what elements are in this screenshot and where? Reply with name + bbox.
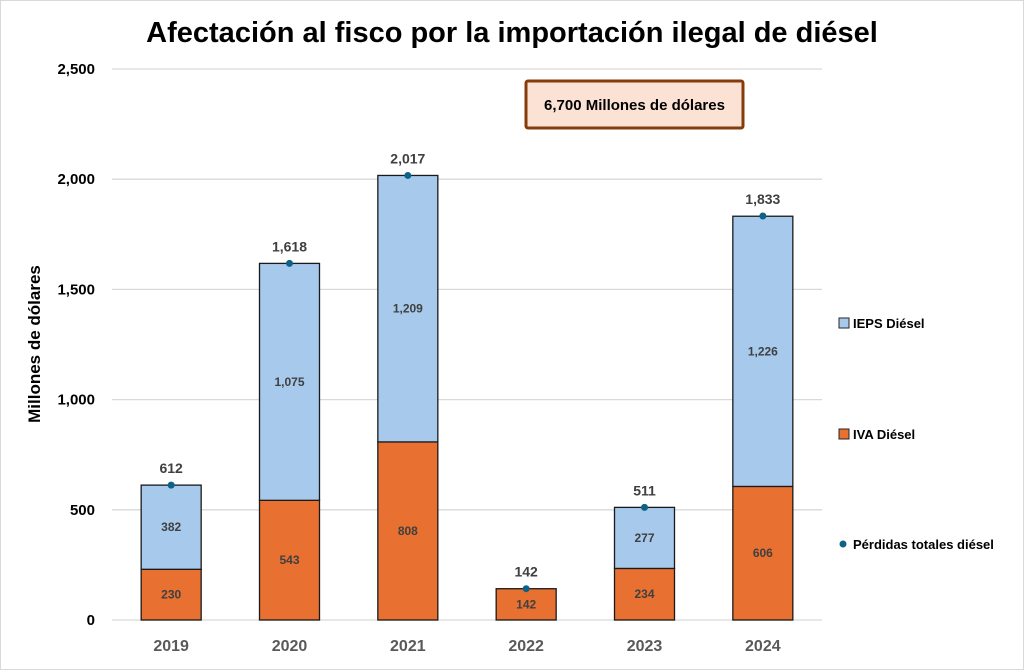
- annotation-text: 6,700 Millones de dólares: [544, 97, 725, 114]
- bar-ieps: [732, 215, 794, 488]
- total-label: 1,833: [745, 191, 780, 207]
- total-label: 1,618: [272, 238, 307, 254]
- legend-label-ieps: IEPS Diésel: [853, 316, 925, 331]
- legend-item-total[interactable]: Pérdidas totales diésel: [839, 537, 994, 552]
- y-tick-label: 500: [70, 502, 95, 519]
- legend: IEPS Diésel IVA Diésel Pérdidas totales …: [838, 316, 994, 552]
- x-tick-label: 2019: [153, 638, 189, 655]
- total-point: [759, 212, 767, 220]
- total-point: [522, 585, 530, 593]
- bar-iva: [140, 568, 202, 621]
- total-point: [404, 171, 412, 179]
- bar-label-iva: 230: [161, 588, 181, 602]
- legend-label-iva: IVA Diésel: [853, 427, 915, 442]
- legend-swatch-iva: [838, 428, 850, 440]
- legend-swatch-ieps: [838, 317, 850, 329]
- total-points: 612 1,618 2,017 142 511 1,833: [159, 150, 781, 593]
- x-tick-label: 2021: [390, 638, 426, 655]
- bar-ieps: [140, 484, 202, 570]
- legend-marker-total: [839, 540, 847, 548]
- x-axis-ticks: 2019 2020 2021 2022 2023 2024: [153, 638, 780, 655]
- y-tick-label: 1,000: [57, 392, 95, 409]
- total-label: 511: [633, 482, 656, 498]
- bars: 230 382 543 1,075 808 1,209 142 234 277 606 1,226: [140, 174, 794, 621]
- legend-label-total: Pérdidas totales diésel: [853, 537, 994, 552]
- bar-label-ieps: 1,075: [274, 375, 304, 389]
- bar-label-iva: 606: [753, 546, 773, 560]
- total-point: [167, 481, 175, 489]
- bar-label-iva: 808: [398, 524, 418, 538]
- legend-item-ieps[interactable]: IEPS Diésel: [838, 316, 925, 331]
- x-tick-label: 2023: [627, 638, 663, 655]
- bar-ieps: [258, 262, 321, 501]
- chart-title: Afectación al fisco por la importación i…: [146, 17, 878, 49]
- bar-label-ieps: 382: [161, 520, 181, 534]
- gridlines: [112, 68, 822, 621]
- bar-iva: [732, 485, 794, 621]
- y-tick-label: 0: [87, 612, 95, 629]
- total-label: 612: [159, 460, 183, 476]
- y-tick-label: 2,000: [57, 171, 95, 188]
- bar-label-iva: 543: [279, 553, 299, 567]
- y-axis-label: Millones de dólares: [25, 265, 44, 423]
- x-tick-label: 2024: [745, 638, 781, 655]
- bar-label-iva: 234: [634, 587, 654, 601]
- bar-iva: [377, 441, 439, 621]
- annotation-box: 6,700 Millones de dólares: [524, 79, 745, 130]
- bar-ieps: [377, 174, 439, 443]
- legend-item-iva[interactable]: IVA Diésel: [838, 427, 915, 442]
- bar-label-ieps: 1,209: [393, 302, 423, 316]
- x-tick-label: 2022: [508, 638, 544, 655]
- annotation-box-bg: [524, 79, 745, 130]
- bar-label-ieps: 277: [634, 531, 654, 545]
- total-point: [641, 503, 648, 511]
- total-point: [286, 259, 293, 267]
- bar-label-ieps: 1,226: [748, 344, 778, 358]
- total-label: 142: [514, 564, 538, 580]
- y-tick-label: 1,500: [57, 281, 95, 298]
- bar-ieps: [613, 506, 676, 570]
- bar-iva: [495, 588, 557, 621]
- bar-label-iva: 142: [516, 597, 536, 611]
- y-tick-label: 2,500: [57, 61, 95, 78]
- x-tick-label: 2020: [272, 638, 308, 655]
- total-label: 2,017: [390, 150, 425, 166]
- y-axis-ticks: 0 500 1,000 1,500 2,000 2,500: [57, 61, 95, 629]
